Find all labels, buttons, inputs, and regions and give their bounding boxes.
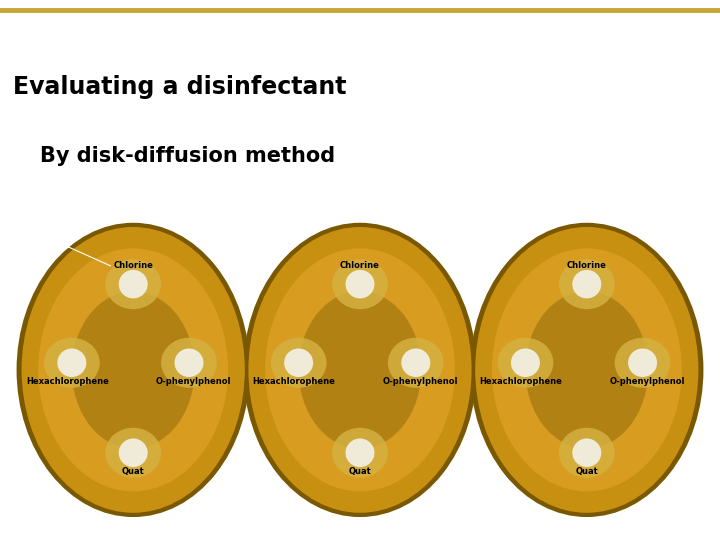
Text: Chlorine: Chlorine xyxy=(340,261,380,270)
Ellipse shape xyxy=(271,338,327,388)
Text: Zone of inhibition: Zone of inhibition xyxy=(10,232,111,266)
Ellipse shape xyxy=(17,223,250,517)
Ellipse shape xyxy=(58,348,86,377)
Ellipse shape xyxy=(22,227,245,513)
Text: Quat: Quat xyxy=(575,467,598,476)
Text: Quat: Quat xyxy=(122,467,145,476)
Text: By disk-diffusion method: By disk-diffusion method xyxy=(40,146,335,166)
Ellipse shape xyxy=(475,227,698,513)
Ellipse shape xyxy=(265,248,455,491)
Ellipse shape xyxy=(401,348,431,377)
Ellipse shape xyxy=(498,338,553,388)
Ellipse shape xyxy=(248,227,472,513)
Text: $\it{Escherichia\ coli}$: $\it{Escherichia\ coli}$ xyxy=(322,526,398,537)
Ellipse shape xyxy=(332,428,388,478)
Ellipse shape xyxy=(44,338,99,388)
Text: Hexachlorophene: Hexachlorophene xyxy=(253,377,336,386)
Ellipse shape xyxy=(572,270,601,299)
Ellipse shape xyxy=(615,338,670,388)
Text: O-phenylphenol: O-phenylphenol xyxy=(609,377,685,386)
Ellipse shape xyxy=(628,348,657,377)
Ellipse shape xyxy=(72,291,194,449)
Ellipse shape xyxy=(105,428,161,478)
Ellipse shape xyxy=(346,270,374,299)
Text: Quat: Quat xyxy=(348,467,372,476)
Ellipse shape xyxy=(526,291,648,449)
Ellipse shape xyxy=(174,348,204,377)
Ellipse shape xyxy=(38,248,228,491)
Ellipse shape xyxy=(299,291,421,449)
Text: Hexachlorophene: Hexachlorophene xyxy=(480,377,562,386)
Ellipse shape xyxy=(284,348,313,377)
Text: $\it{Staphylococcus\ aureus}$: $\it{Staphylococcus\ aureus}$ xyxy=(77,526,189,539)
Ellipse shape xyxy=(470,223,703,517)
Text: Chlorine: Chlorine xyxy=(113,261,153,270)
Ellipse shape xyxy=(105,259,161,309)
Text: Chemical Methods of Microbial Control: Chemical Methods of Microbial Control xyxy=(52,21,668,48)
Ellipse shape xyxy=(572,438,601,467)
Ellipse shape xyxy=(346,438,374,467)
Ellipse shape xyxy=(492,248,682,491)
Text: O-phenylphenol: O-phenylphenol xyxy=(156,377,231,386)
Ellipse shape xyxy=(243,223,477,517)
Ellipse shape xyxy=(119,270,148,299)
Ellipse shape xyxy=(161,338,217,388)
Ellipse shape xyxy=(559,428,615,478)
Ellipse shape xyxy=(332,259,388,309)
Text: $\it{Pseudomonas\ aeruginosa}$: $\it{Pseudomonas\ aeruginosa}$ xyxy=(525,526,649,539)
Text: Evaluating a disinfectant: Evaluating a disinfectant xyxy=(13,75,346,99)
Text: Chlorine: Chlorine xyxy=(567,261,607,270)
Ellipse shape xyxy=(511,348,540,377)
Text: Hexachlorophene: Hexachlorophene xyxy=(26,377,109,386)
Ellipse shape xyxy=(119,438,148,467)
Ellipse shape xyxy=(559,259,615,309)
Text: O-phenylphenol: O-phenylphenol xyxy=(382,377,458,386)
Ellipse shape xyxy=(388,338,444,388)
